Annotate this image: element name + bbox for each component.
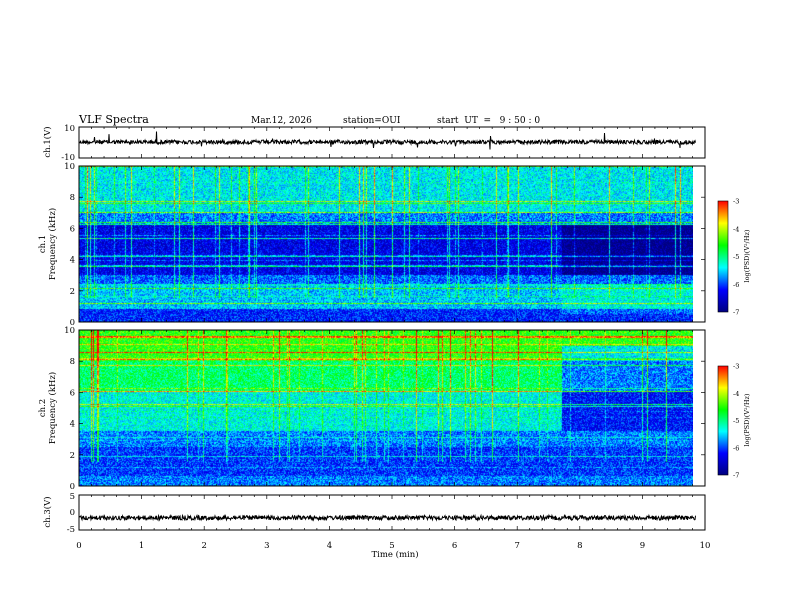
ch1-colorbar-label: log(PSD)(V²/Hz) xyxy=(743,229,751,282)
colorbar-tick-label: -3 xyxy=(733,198,739,206)
x-tick-label: 5 xyxy=(389,541,394,551)
x-tick-label: 9 xyxy=(640,541,645,551)
ch1-waveform-trace xyxy=(78,131,696,150)
ch3-waveform-frame xyxy=(78,494,706,531)
ch1-spectrogram-canvas xyxy=(79,166,693,322)
date-label: Mar.12, 2026 xyxy=(251,116,312,126)
ch2-spectrogram-ticks xyxy=(78,330,706,486)
freq-tick-label: 6 xyxy=(70,224,75,234)
freq-tick-label: 6 xyxy=(70,388,75,398)
ch3-waveform-trace xyxy=(78,513,696,522)
x-axis-label: Time (min) xyxy=(371,549,418,560)
ch3-waveform-ylabel: ch.3(V) xyxy=(42,496,53,527)
ch1-ytick-top: 10 xyxy=(64,124,75,134)
station-label: station=OUI xyxy=(343,116,401,126)
ch1-spectrogram-ticks xyxy=(78,166,706,322)
ch1-spectrogram-area xyxy=(79,166,693,322)
ch1-frequency-label: Frequency (kHz) xyxy=(47,208,58,280)
ch1-colorbar-gradient xyxy=(717,200,729,313)
ch3-waveform-panel: 5 0 -5 ch.3(V) xyxy=(42,492,706,535)
freq-tick-label: 4 xyxy=(70,256,75,266)
freq-tick-label: 2 xyxy=(70,451,75,461)
ch1-freq-tick-labels: 0 2 4 6 8 10 xyxy=(64,162,705,328)
ch2-colorbar-label: log(PSD)(V²/Hz) xyxy=(743,393,751,446)
x-tick-label: 0 xyxy=(76,541,81,551)
ch2-colorbar: -3 -4 -5 -6 -7 log(PSD)(V²/Hz) xyxy=(717,363,751,480)
ch2-spectrogram-area xyxy=(79,330,693,486)
ch3-ytick-bottom: -5 xyxy=(67,525,75,535)
freq-tick-label: 10 xyxy=(64,162,75,172)
ch1-colorbar: -3 -4 -5 -6 -7 log(PSD)(V²/Hz) xyxy=(717,198,751,317)
ch1-waveform-ticks xyxy=(78,127,706,158)
ch3-ytick-top: 5 xyxy=(70,492,75,502)
colorbar-tick-label: -5 xyxy=(733,417,739,425)
freq-tick-label: 8 xyxy=(70,193,75,203)
ch3-waveform-ticks xyxy=(78,495,706,530)
ch2-spectrogram-canvas xyxy=(79,330,693,486)
colorbar-tick-label: -3 xyxy=(733,363,739,371)
ch2-freq-tick-labels: 0 2 4 6 8 10 xyxy=(64,326,705,492)
ch1-colorbar-ticks: -3 -4 -5 -6 -7 xyxy=(733,198,739,317)
ch1-ytick-bottom: -10 xyxy=(61,153,75,163)
freq-tick-label: 0 xyxy=(70,482,75,492)
colorbar-tick-label: -7 xyxy=(733,472,739,480)
ch2-colorbar-ticks: -3 -4 -5 -6 -7 xyxy=(733,363,739,480)
freq-tick-label: 4 xyxy=(70,420,75,430)
colorbar-tick-label: -6 xyxy=(733,444,739,452)
x-tick-label: 7 xyxy=(514,541,519,551)
figure-title: VLF Spectra xyxy=(78,113,149,126)
x-tick-label: 6 xyxy=(452,541,457,551)
freq-tick-label: 10 xyxy=(64,326,75,336)
x-tick-label: 3 xyxy=(264,541,269,551)
ch1-waveform-ylabel: ch.1(V) xyxy=(42,126,53,157)
ch2-spectrogram-panel: 0 2 4 6 8 10 ch.2 Frequency (kHz) -3 -4 -5 -6 -7 … xyxy=(38,326,751,492)
freq-tick-label: 2 xyxy=(70,287,75,297)
ch2-colorbar-gradient xyxy=(717,365,729,476)
colorbar-tick-label: -4 xyxy=(733,390,739,398)
colorbar-tick-label: -7 xyxy=(733,309,739,317)
x-tick-label: 10 xyxy=(700,541,711,551)
colorbar-tick-label: -4 xyxy=(733,225,739,233)
freq-tick-label: 8 xyxy=(70,357,75,367)
colorbar-tick-label: -6 xyxy=(733,281,739,289)
freq-tick-label: 0 xyxy=(70,318,75,328)
x-tick-label: 8 xyxy=(577,541,582,551)
time-tick-labels: 0 1 2 3 4 5 6 7 8 9 10 xyxy=(76,541,710,551)
x-tick-label: 2 xyxy=(201,541,206,551)
ch3-ytick-mid: 0 xyxy=(70,508,75,518)
x-tick-label: 1 xyxy=(139,541,144,551)
ch1-waveform-panel: 10 -10 ch.1(V) xyxy=(42,124,706,163)
ch1-spectrogram-ylabel: ch.1 xyxy=(38,235,48,253)
ch2-frequency-label: Frequency (kHz) xyxy=(47,372,58,444)
x-tick-label: 4 xyxy=(327,541,332,551)
ch2-spectrogram-ylabel: ch.2 xyxy=(38,399,48,417)
colorbar-tick-label: -5 xyxy=(733,253,739,261)
start-time-label: start UT = 9 : 50 : 0 xyxy=(437,116,540,126)
ch1-spectrogram-panel: 0 2 4 6 8 10 ch.1 Frequency (kHz) -3 -4 -5 -6 -7 … xyxy=(38,162,751,328)
